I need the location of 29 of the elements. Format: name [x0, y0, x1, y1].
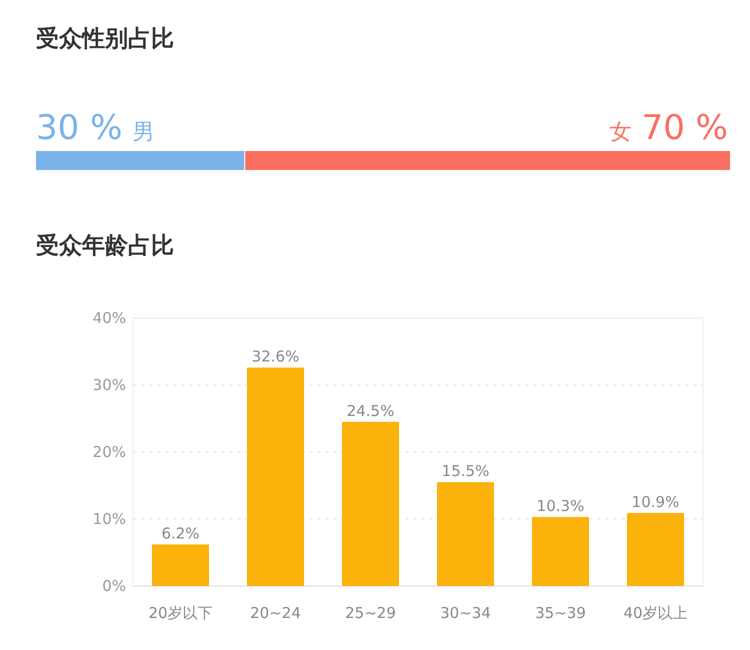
bar: [152, 544, 209, 586]
x-tick-label: 30~34: [440, 604, 491, 622]
x-tick-label: 20~24: [250, 604, 301, 622]
y-tick-label: 30%: [92, 376, 126, 394]
data-label: 6.2%: [161, 524, 200, 542]
y-tick-label: 10%: [92, 510, 126, 528]
data-label: 70 %: [642, 108, 728, 148]
chart-title: 受众性别占比: [36, 26, 174, 52]
bar: [342, 422, 399, 586]
y-tick-label: 20%: [92, 443, 126, 461]
x-tick-label: 20岁以下: [148, 604, 213, 622]
bar: [247, 368, 304, 586]
data-label: 32.6%: [252, 348, 300, 366]
series-label: 女: [610, 120, 632, 145]
data-label: 24.5%: [346, 402, 394, 420]
y-tick-label: 40%: [92, 309, 126, 327]
bar: [437, 482, 494, 586]
data-label: 15.5%: [442, 462, 490, 480]
x-tick-label: 25~29: [345, 604, 396, 622]
data-label: 10.9%: [632, 492, 680, 511]
bar: [627, 512, 684, 586]
series-label: 男: [132, 120, 154, 145]
data-label: 30 %: [36, 108, 122, 148]
chart-title: 受众年龄占比: [36, 233, 174, 259]
x-tick-label: 40岁以上: [623, 604, 688, 622]
bar: [532, 516, 589, 586]
y-tick-label: 0%: [102, 577, 126, 595]
data-label: 10.3%: [536, 496, 584, 515]
x-tick-label: 35~39: [535, 604, 586, 622]
